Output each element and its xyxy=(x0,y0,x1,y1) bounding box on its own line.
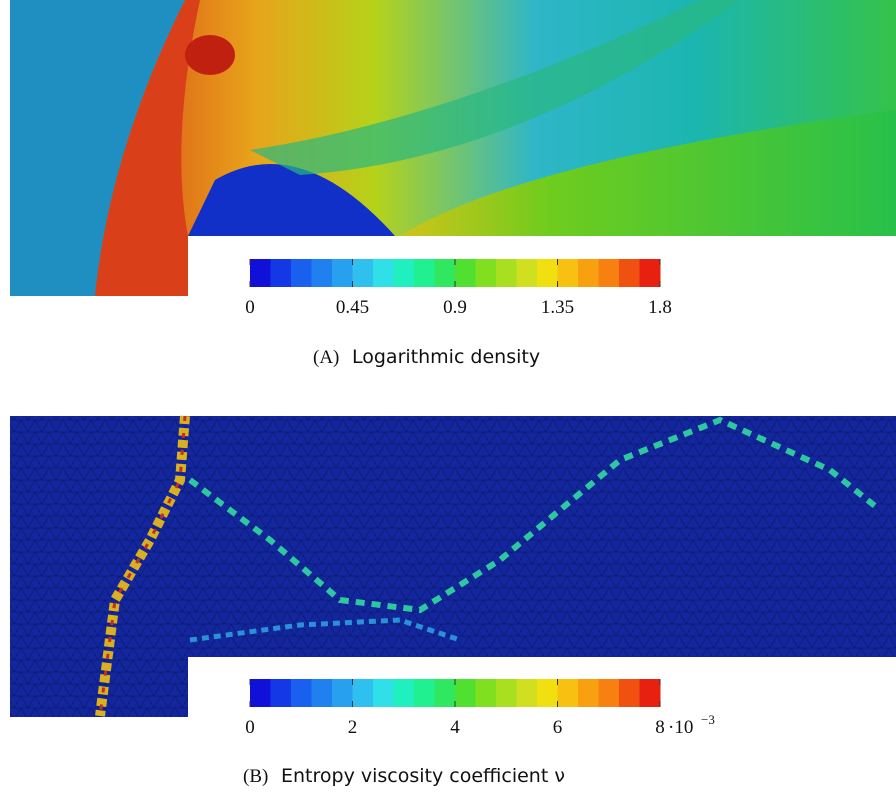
colorbar-band xyxy=(414,259,435,287)
colorbar-band xyxy=(475,679,497,707)
colorbar-band xyxy=(598,679,620,707)
colorbar-band xyxy=(639,679,661,707)
colorbar-band xyxy=(537,259,558,287)
colorbar-band xyxy=(537,679,558,707)
colorbar-band xyxy=(373,679,394,707)
colorbar-band xyxy=(291,679,312,707)
colorbar-tick-label: 8 xyxy=(655,717,665,738)
colorbar-tick-label: 0 xyxy=(245,297,255,318)
colorbar-exponent: −3 xyxy=(701,712,715,727)
colorbar-band xyxy=(352,679,374,707)
colorbar-band xyxy=(311,679,333,707)
colorbar-tick-label: 1.35 xyxy=(541,297,574,318)
colorbar-band xyxy=(639,259,661,287)
density-field xyxy=(10,0,896,296)
colorbar-band xyxy=(619,679,640,707)
colorbar-tick-label: 0 xyxy=(245,717,255,738)
colorbar-tick-label: 0.45 xyxy=(336,297,369,318)
colorbar-band xyxy=(516,679,538,707)
colorbar-band xyxy=(496,679,517,707)
colorbar-band xyxy=(516,259,538,287)
colorbar-band xyxy=(393,259,415,287)
colorbar-band xyxy=(414,679,435,707)
colorbar-band xyxy=(332,259,353,287)
colorbar-tick-label: 2 xyxy=(348,717,358,738)
colorbar-band xyxy=(619,259,640,287)
colorbar-tick-label: 4 xyxy=(450,717,460,738)
colorbar-band xyxy=(332,679,353,707)
colorbar-band xyxy=(291,259,312,287)
colorbar-tick-label: 0.9 xyxy=(443,297,467,318)
colorbar-band xyxy=(598,259,620,287)
colorbar-band xyxy=(250,259,271,287)
caption: Entropy viscosity coefficient ν xyxy=(281,765,565,787)
colorbar-band xyxy=(496,259,517,287)
colorbar-band xyxy=(578,259,599,287)
colorbar-band xyxy=(311,259,333,287)
colorbar-tick-label: 1.8 xyxy=(648,297,672,318)
caption: Logarithmic density xyxy=(352,346,540,368)
colorbar-multiplier: ·10 xyxy=(668,717,693,738)
viscosity-field xyxy=(10,415,896,717)
colorbar-band xyxy=(434,259,456,287)
colorbar-band xyxy=(393,679,415,707)
colorbar-band xyxy=(475,259,497,287)
colorbar-band xyxy=(373,259,394,287)
colorbar-band xyxy=(250,679,271,707)
colorbar-band xyxy=(352,259,374,287)
colorbar-band xyxy=(455,259,476,287)
caption-label: (B) xyxy=(243,766,268,787)
colorbar-band xyxy=(455,679,476,707)
colorbar-band xyxy=(434,679,456,707)
caption-label: (A) xyxy=(313,347,339,368)
colorbar-band xyxy=(578,679,599,707)
colorbar-band xyxy=(557,679,579,707)
colorbar-band xyxy=(557,259,579,287)
colorbar-band xyxy=(270,259,292,287)
colorbar-band xyxy=(270,679,292,707)
colorbar-tick-label: 6 xyxy=(553,717,563,738)
